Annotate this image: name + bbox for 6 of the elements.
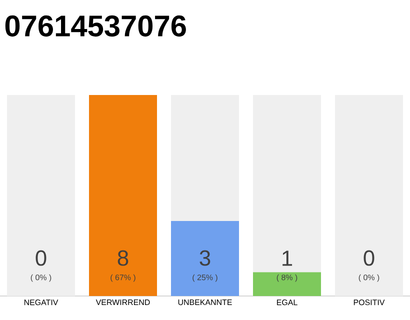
annotation: 1 bbox=[282, 250, 292, 266]
chart-title: 07614537076 bbox=[5, 15, 186, 37]
annotation: 0 bbox=[364, 250, 374, 266]
annotation: 3 bbox=[200, 250, 210, 266]
annotation: 8 bbox=[118, 250, 128, 266]
annotation: 0 bbox=[36, 250, 46, 266]
